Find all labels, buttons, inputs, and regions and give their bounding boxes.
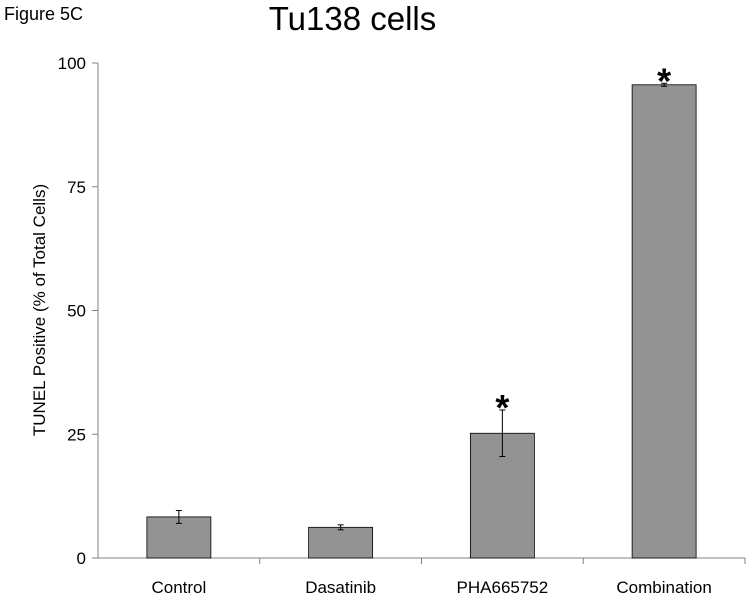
bars: ** bbox=[146, 60, 697, 559]
bar-3 bbox=[631, 84, 697, 559]
y-tick-label: 75 bbox=[67, 178, 86, 197]
y-tick-label: 25 bbox=[67, 425, 86, 444]
chart-title: Tu138 cells bbox=[268, 0, 437, 37]
ticks: 0 25 50 75 100 Control Dasatinib PHA665752 Combi… bbox=[58, 54, 746, 597]
x-tick-label: PHA665752 bbox=[457, 578, 549, 597]
x-tick-label: Combination bbox=[616, 578, 711, 597]
y-tick-label: 50 bbox=[67, 302, 86, 321]
y-tick-label: 0 bbox=[77, 549, 86, 568]
y-axis-label: TUNEL Positive (% of Total Cells) bbox=[30, 184, 49, 436]
bar-1 bbox=[308, 526, 374, 559]
x-tick-label: Control bbox=[151, 578, 206, 597]
x-tick-label: Dasatinib bbox=[305, 578, 376, 597]
figure-label: Figure 5C bbox=[4, 4, 84, 24]
significance-star: * bbox=[495, 387, 509, 428]
y-tick-label: 100 bbox=[58, 54, 86, 73]
significance-star: * bbox=[657, 60, 671, 101]
